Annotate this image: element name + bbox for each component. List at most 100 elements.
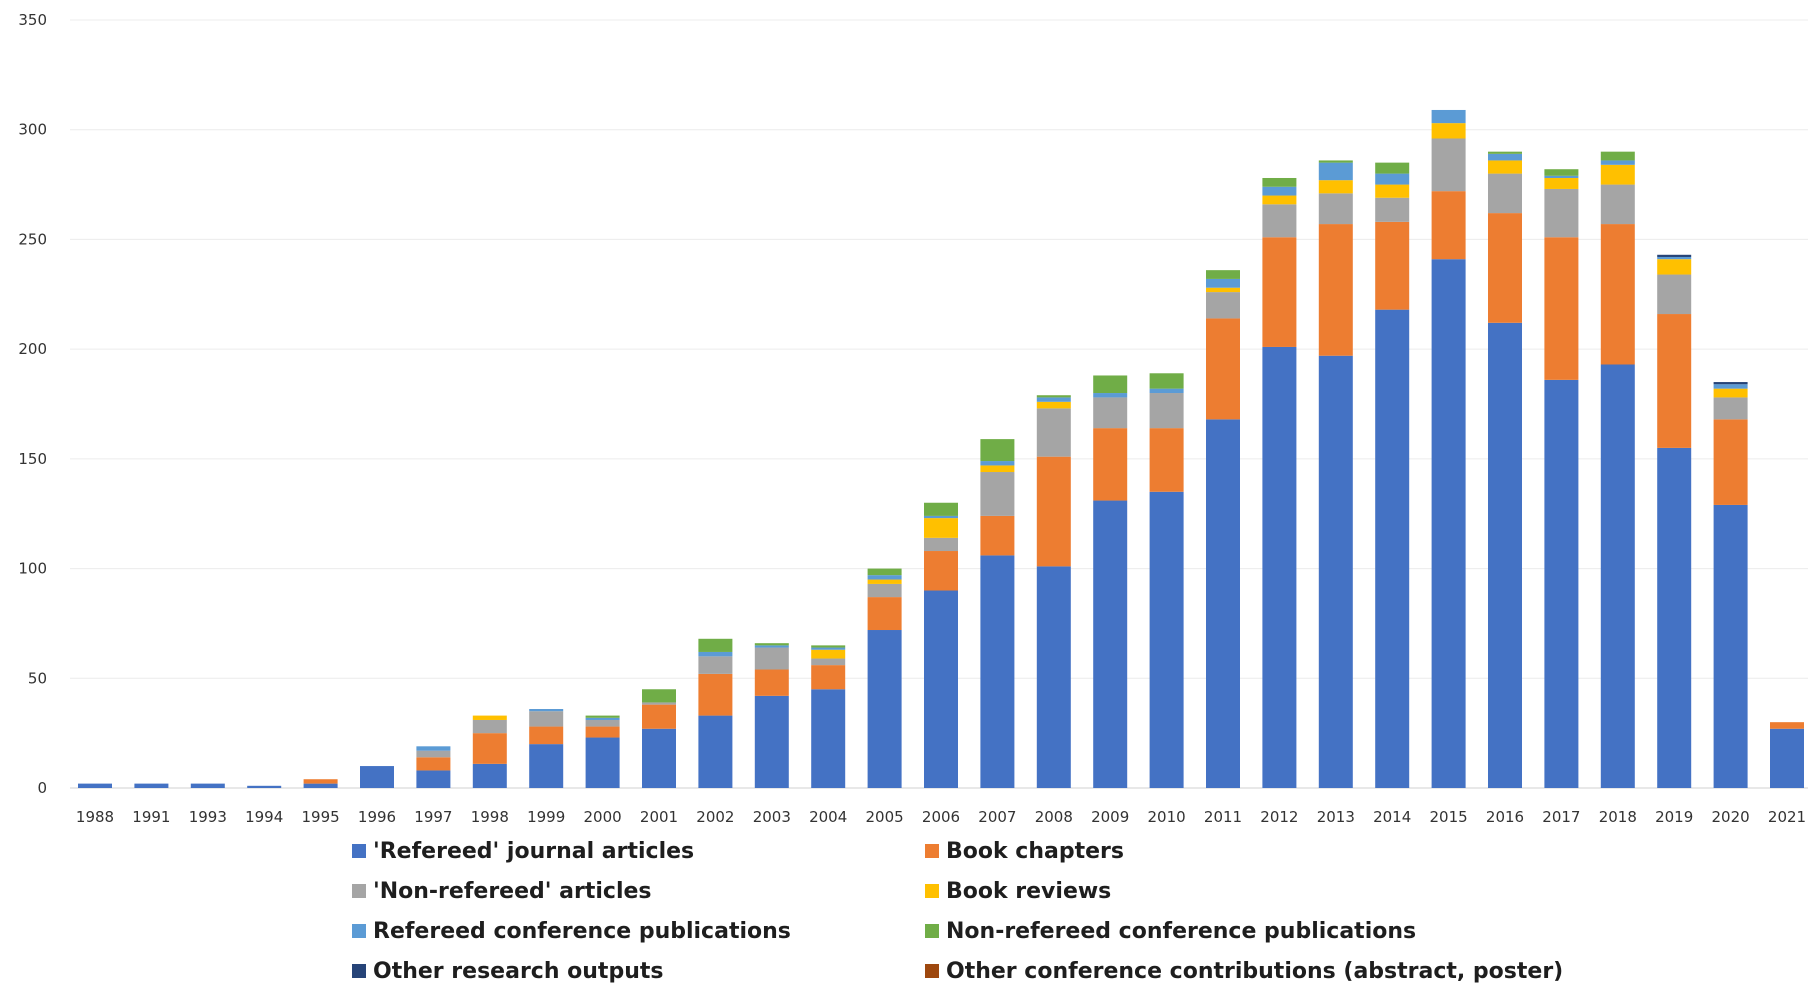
bar-segment [1093, 393, 1128, 398]
bar-segment [529, 711, 564, 727]
bar-segment [924, 518, 958, 538]
bar-segment [529, 709, 564, 712]
bar-segment [924, 537, 958, 552]
bar-segment [1600, 164, 1635, 185]
bar-segment [360, 766, 394, 788]
bar-segment [472, 715, 507, 720]
bar-segment [924, 502, 958, 516]
bar-segment [867, 597, 902, 631]
bar-segment [472, 763, 507, 788]
y-tick-label: 100 [18, 560, 47, 578]
bar-segment [1318, 180, 1353, 194]
x-tick-label: 2018 [1599, 808, 1637, 826]
x-tick-label: 1995 [302, 808, 340, 826]
bar-segment [303, 783, 338, 788]
bar-segment [247, 785, 282, 788]
bar-segment [416, 770, 451, 788]
bar-stack-1995 [303, 779, 338, 788]
y-axis-ticks: 0 50 100 150 200 250 300 350 [18, 11, 47, 797]
legend-item: Book chapters [925, 839, 1124, 864]
bar-segment [1770, 728, 1804, 788]
bar-segment [1375, 197, 1410, 222]
x-tick-label: 2001 [640, 808, 678, 826]
x-axis-ticks: 1988 1991 1993 1994 1995 1996 1997 1998 1999 2000… [76, 808, 1806, 826]
bar-segment [1375, 162, 1410, 174]
bar-segment [811, 647, 846, 650]
bar-stack-2012 [1262, 177, 1297, 788]
x-tick-label: 1998 [471, 808, 509, 826]
bar-segment [1318, 355, 1353, 788]
bar-segment [1488, 160, 1522, 174]
bar-stack-1998 [472, 715, 507, 788]
bar-segment [980, 472, 1015, 516]
bar-segment [303, 779, 338, 784]
bar-segment [811, 658, 846, 666]
bar-segment [1488, 153, 1522, 161]
bar-stack-1994 [247, 785, 282, 788]
y-tick-label: 200 [18, 340, 47, 358]
bar-stack-2013 [1318, 160, 1353, 788]
bar-stack-1997 [416, 746, 451, 788]
x-tick-label: 1993 [189, 808, 227, 826]
bar-segment [1262, 195, 1297, 205]
bar-segment [1093, 428, 1128, 501]
legend: 'Refereed' journal articles Book chapters… [352, 839, 1563, 984]
legend-label: Other research outputs [373, 959, 663, 984]
bar-segment [754, 643, 789, 646]
bar-segment [1431, 123, 1466, 139]
bar-stack-2002 [698, 638, 733, 788]
bar-segment [1262, 237, 1297, 347]
legend-item: Book reviews [925, 879, 1111, 904]
x-tick-label: 1999 [527, 808, 565, 826]
bar-segment [1375, 184, 1410, 198]
bar-segment [1488, 322, 1522, 788]
y-tick-label: 0 [37, 779, 47, 797]
x-tick-label: 1988 [76, 808, 114, 826]
bar-segment [1375, 309, 1410, 788]
legend-item: Non-refereed conference publications [925, 919, 1416, 944]
legend-swatch [925, 884, 939, 898]
bar-segment [1713, 384, 1748, 389]
bar-segment [472, 733, 507, 764]
legend-swatch [925, 924, 939, 938]
bar-segment [1657, 256, 1692, 260]
bar-segment [1488, 151, 1522, 154]
bar-segment [1770, 722, 1804, 729]
bar-segment [1657, 447, 1692, 788]
bar-segment [1657, 274, 1692, 315]
bar-segment [1149, 393, 1184, 429]
legend-item: 'Refereed' journal articles [352, 839, 694, 864]
bar-segment [980, 439, 1015, 462]
bar-segment [1036, 401, 1071, 409]
y-tick-label: 150 [18, 450, 47, 468]
bar-segment [1600, 160, 1635, 165]
legend-label: 'Refereed' journal articles [373, 839, 694, 864]
bar-segment [1375, 173, 1410, 185]
bar-segment [1431, 138, 1466, 192]
bar-segment [1262, 346, 1297, 788]
bar-stack-2011 [1206, 270, 1240, 788]
bar-segment [1544, 177, 1579, 189]
bar-segment [416, 757, 451, 771]
x-tick-label: 2011 [1204, 808, 1242, 826]
bar-stack-2019 [1657, 254, 1692, 788]
x-tick-label: 2013 [1317, 808, 1355, 826]
bar-segment [1206, 318, 1240, 420]
legend-label: Book chapters [946, 839, 1124, 864]
bar-segment [980, 555, 1015, 788]
x-tick-label: 2008 [1035, 808, 1073, 826]
bar-segment [698, 715, 733, 788]
bar-segment [698, 638, 733, 652]
bar-segment [1318, 162, 1353, 181]
bar-segment [1206, 270, 1240, 279]
legend-item: Refereed conference publications [352, 919, 791, 944]
x-tick-label: 1996 [358, 808, 396, 826]
bar-stack-2009 [1093, 375, 1128, 788]
bar-segment [980, 465, 1015, 473]
legend-swatch [352, 884, 366, 898]
bar-stack-1999 [529, 709, 564, 788]
y-tick-label: 350 [18, 11, 47, 29]
bar-stack-2018 [1600, 151, 1635, 788]
